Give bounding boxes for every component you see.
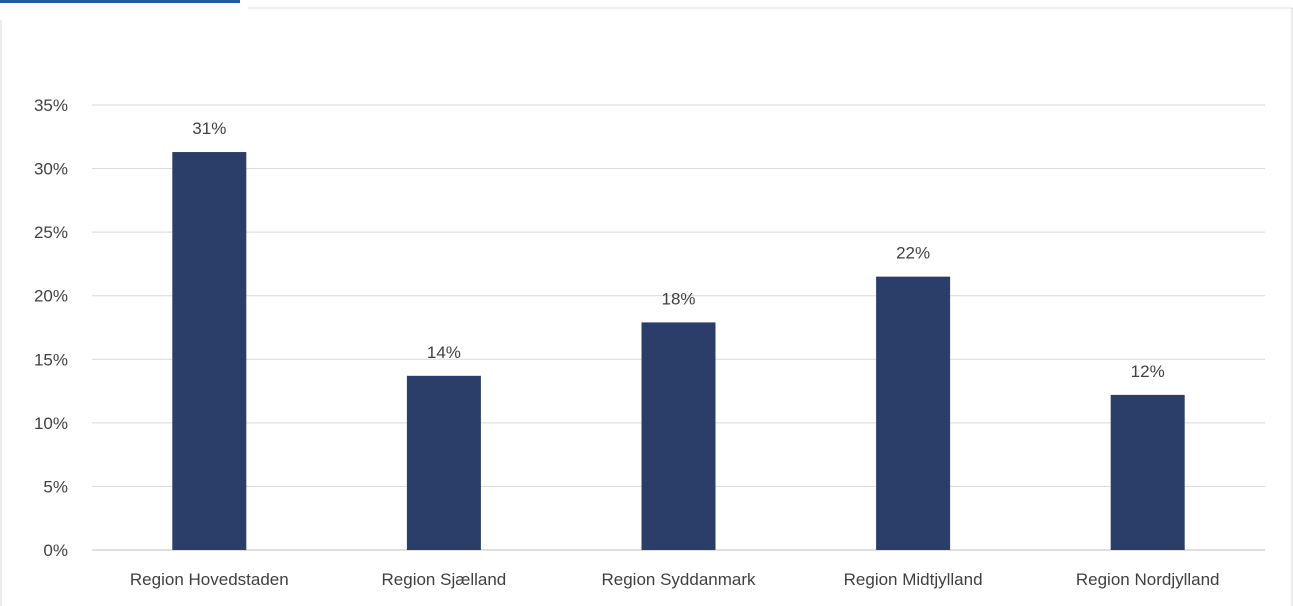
data-label: 12%	[1131, 362, 1165, 381]
x-tick-label: Region Sjælland	[382, 570, 507, 589]
data-labels: 31% 14% 18% 22% 12%	[192, 119, 1164, 381]
bar	[641, 322, 716, 550]
data-label: 31%	[192, 119, 226, 138]
y-tick-label: 5%	[43, 477, 68, 496]
y-tick-label: 10%	[34, 414, 68, 433]
y-tick-label: 20%	[34, 287, 68, 306]
x-axis-ticks: Region Hovedstaden Region Sjælland Region …	[130, 570, 1220, 589]
y-tick-label: 35%	[34, 96, 68, 115]
bar	[1110, 394, 1185, 550]
bars	[172, 152, 1185, 551]
y-tick-label: 25%	[34, 223, 68, 242]
y-axis-ticks: 0% 5% 10% 15% 20% 25% 30% 35%	[34, 96, 68, 560]
x-tick-label: Region Midtjylland	[844, 570, 983, 589]
x-tick-label: Region Hovedstaden	[130, 570, 289, 589]
x-tick-label: Region Nordjylland	[1076, 570, 1220, 589]
data-label: 22%	[896, 244, 930, 263]
cropped-heading-fragment	[0, 0, 240, 3]
bar	[406, 375, 481, 550]
data-label: 18%	[661, 289, 695, 308]
data-label: 14%	[427, 343, 461, 362]
x-tick-label: Region Syddanmark	[601, 570, 756, 589]
y-tick-label: 30%	[34, 160, 68, 179]
bar	[172, 152, 247, 551]
bar	[876, 276, 951, 550]
y-tick-label: 0%	[43, 541, 68, 560]
y-tick-label: 15%	[34, 350, 68, 369]
